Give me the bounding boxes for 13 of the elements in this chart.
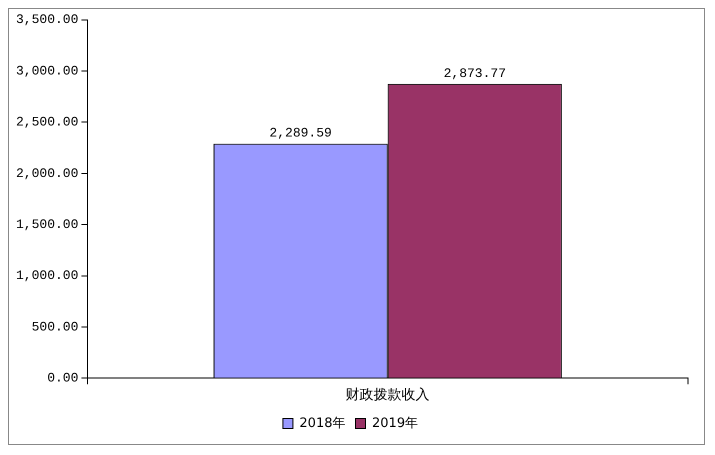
data-label: 2,873.77 [444, 66, 506, 81]
legend-label: 2018年 [299, 416, 346, 431]
x-tick-label: 财政拨款收入 [346, 387, 430, 404]
y-tick-label: 3,500.00 [16, 12, 78, 28]
y-tick-label: 1,500.00 [16, 217, 78, 232]
y-tick-label: 2,000.00 [16, 166, 78, 181]
y-tick-label: 2,500.00 [16, 114, 78, 130]
legend-label: 2019年 [372, 416, 418, 431]
data-label: 2,289.59 [269, 126, 332, 141]
y-tick-label: 500.00 [32, 319, 78, 334]
y-tick-label: 0.00 [47, 370, 78, 386]
y-tick-label: 3,000.00 [16, 63, 78, 78]
y-tick-label: 1,000.00 [16, 268, 78, 284]
